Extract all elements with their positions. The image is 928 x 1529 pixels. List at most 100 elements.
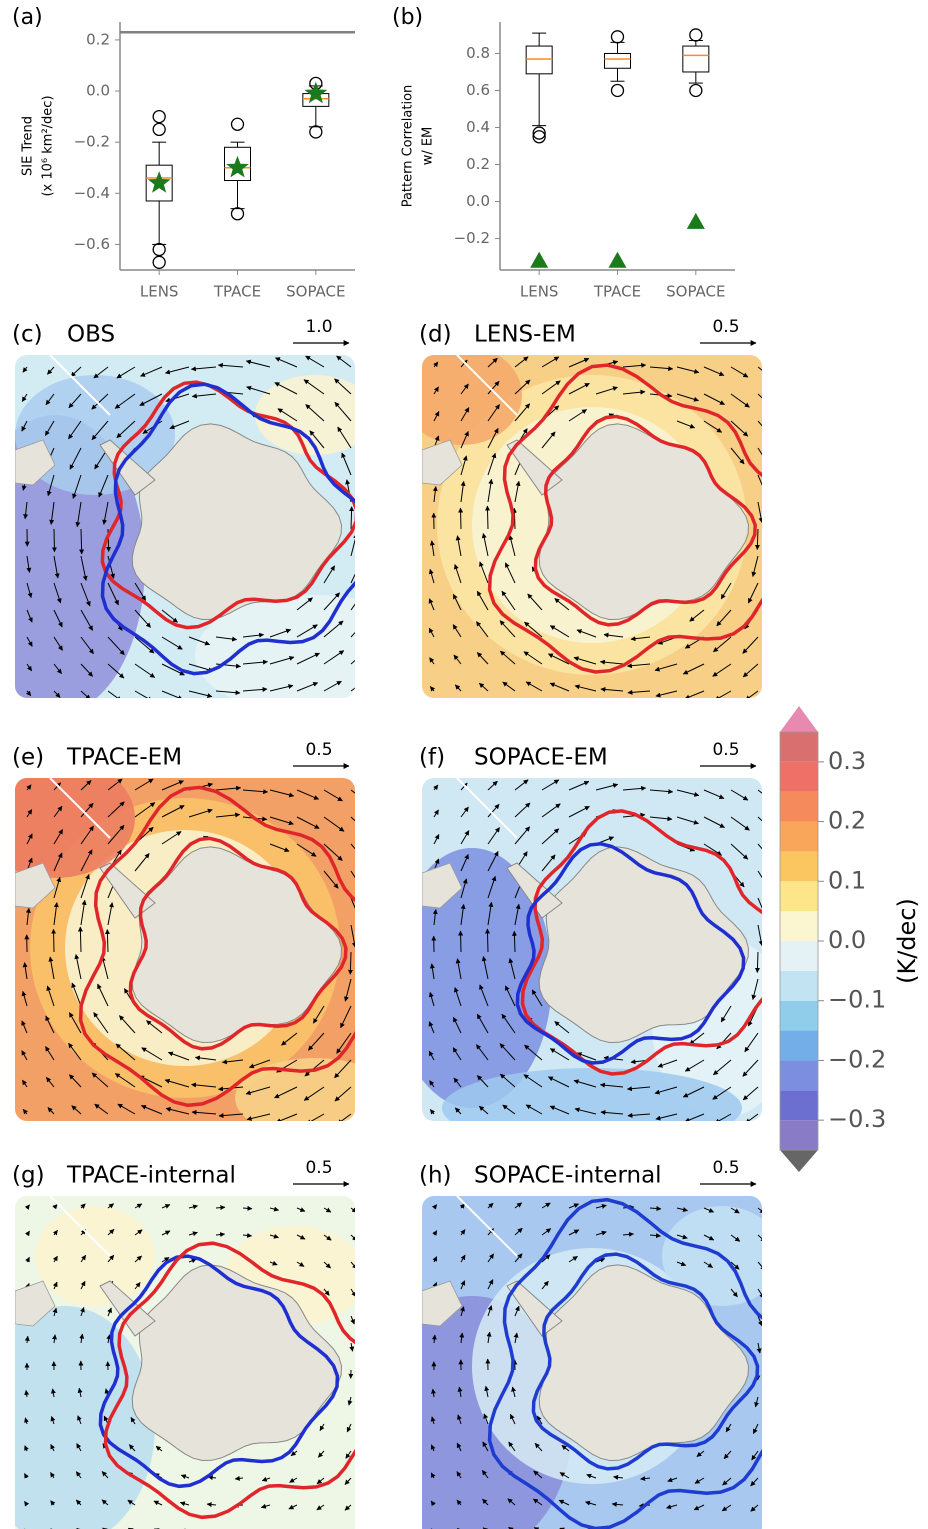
wind-arrow bbox=[757, 1288, 762, 1299]
wind-arrow bbox=[188, 1231, 198, 1237]
wind-arrow bbox=[97, 983, 109, 1007]
wind-arrow bbox=[76, 1443, 82, 1452]
wind-arrow bbox=[513, 1332, 519, 1344]
wind-arrow bbox=[485, 928, 491, 953]
wind-arrow bbox=[541, 779, 560, 791]
wind-arrow bbox=[316, 1504, 325, 1511]
wind-arrow bbox=[742, 1059, 759, 1077]
wind-arrow bbox=[730, 420, 749, 437]
y-axis-label: SIE Trend bbox=[21, 116, 36, 176]
map-edge-line bbox=[456, 355, 518, 416]
wind-arrow bbox=[317, 1450, 325, 1458]
wind-arrow bbox=[269, 1206, 280, 1212]
wind-arrow bbox=[24, 1389, 30, 1398]
wind-arrow bbox=[507, 1498, 516, 1506]
wind-arrow bbox=[751, 555, 759, 577]
wind-arrow bbox=[350, 1315, 355, 1325]
wind-arrow bbox=[46, 985, 55, 1007]
wind-arrow bbox=[532, 1498, 543, 1506]
wind-arrow bbox=[188, 808, 213, 818]
wind-arrow bbox=[460, 1280, 466, 1290]
wind-arrow bbox=[482, 1498, 489, 1506]
wind-arrow bbox=[336, 1032, 352, 1054]
outlier bbox=[689, 28, 703, 42]
wind-arrow bbox=[260, 1503, 271, 1509]
map-title: TPACE-internal bbox=[66, 1163, 236, 1189]
wind-arrow bbox=[234, 1475, 244, 1481]
wind-arrow bbox=[730, 366, 749, 378]
reference-vector-label: 1.0 bbox=[305, 317, 332, 337]
land bbox=[15, 862, 56, 909]
reference-vector-label: 0.5 bbox=[305, 740, 332, 760]
wind-arrow bbox=[476, 590, 489, 611]
wind-arrow bbox=[26, 636, 33, 647]
wind-arrow bbox=[334, 1059, 352, 1079]
wind-arrow bbox=[296, 597, 313, 611]
wind-arrow bbox=[430, 1500, 436, 1507]
wind-arrow bbox=[134, 1282, 141, 1290]
wind-arrow bbox=[757, 420, 762, 439]
wind-arrow bbox=[487, 875, 497, 899]
wind-arrow bbox=[585, 1500, 597, 1506]
wind-arrow bbox=[350, 897, 355, 921]
wind-arrow bbox=[725, 1423, 732, 1433]
wind-arrow bbox=[80, 825, 94, 845]
wind-arrow bbox=[53, 555, 60, 579]
wind-arrow bbox=[730, 1288, 738, 1298]
wind-arrow bbox=[21, 1079, 28, 1088]
wind-arrow bbox=[558, 1499, 570, 1506]
wind-arrow bbox=[80, 802, 94, 818]
wind-arrow bbox=[161, 805, 185, 818]
wind-arrow bbox=[428, 1050, 435, 1061]
contour bbox=[487, 1197, 762, 1529]
wind-arrow bbox=[45, 393, 55, 406]
wind-arrow bbox=[107, 1203, 114, 1209]
wind-arrow bbox=[140, 366, 163, 377]
wind-arrow bbox=[77, 926, 83, 953]
map bbox=[422, 1196, 762, 1529]
triangle-marker bbox=[608, 251, 627, 268]
wind-arrow bbox=[527, 593, 543, 611]
wind-arrow bbox=[161, 609, 178, 623]
wind-arrow bbox=[568, 1229, 580, 1236]
wind-arrow bbox=[676, 1207, 688, 1212]
wind-arrow bbox=[622, 812, 646, 818]
map-edge-line bbox=[49, 778, 111, 839]
wind-arrow bbox=[119, 1015, 136, 1034]
wind-arrow bbox=[194, 1055, 217, 1061]
wind-arrow bbox=[481, 956, 489, 980]
contour bbox=[531, 1252, 760, 1471]
wind-arrow bbox=[666, 1504, 678, 1510]
wind-arrow bbox=[52, 1334, 57, 1344]
wind-arrow bbox=[568, 1203, 580, 1209]
wind-arrow bbox=[274, 1086, 298, 1099]
wind-arrow bbox=[107, 636, 125, 656]
outlier bbox=[610, 30, 625, 44]
wind-arrow bbox=[514, 379, 531, 395]
x-tick-label: LENS bbox=[520, 283, 559, 301]
wind-arrow bbox=[80, 609, 94, 631]
wind-arrow bbox=[730, 789, 749, 801]
wind-arrow bbox=[323, 843, 343, 861]
contour bbox=[128, 836, 348, 1051]
wind-arrow bbox=[206, 1502, 217, 1508]
wind-arrow bbox=[218, 1113, 244, 1119]
wind-arrow bbox=[139, 393, 163, 406]
wind-arrow bbox=[53, 829, 64, 845]
wind-arrow bbox=[296, 816, 320, 829]
wind-arrow bbox=[334, 378, 352, 395]
wind-arrow bbox=[53, 582, 62, 604]
wind-arrow bbox=[514, 826, 531, 845]
wind-arrow bbox=[460, 782, 468, 791]
wind-arrow bbox=[703, 420, 723, 433]
wind-arrow bbox=[117, 1103, 136, 1115]
wind-arrow bbox=[501, 1013, 516, 1034]
wind-arrow bbox=[531, 989, 543, 1007]
wind-arrow bbox=[460, 455, 468, 476]
wind-arrow bbox=[269, 843, 290, 853]
wind-arrow bbox=[499, 650, 516, 665]
wind-arrow bbox=[514, 1305, 520, 1317]
colorbar-band bbox=[780, 851, 818, 882]
panel-label: (b) bbox=[392, 5, 423, 30]
wind-arrow bbox=[430, 1416, 436, 1425]
